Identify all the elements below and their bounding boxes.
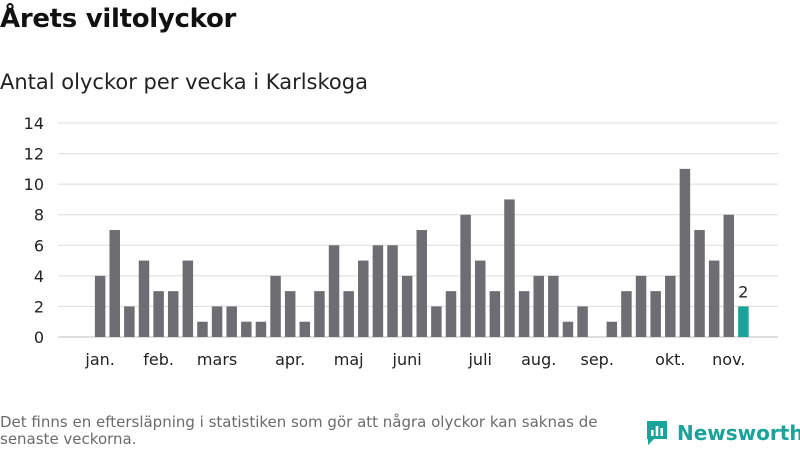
y-tick-label: 8 <box>34 206 44 225</box>
bar <box>694 230 705 337</box>
bar <box>489 291 501 337</box>
bar <box>167 291 179 337</box>
bar <box>124 306 135 337</box>
bar <box>562 321 574 337</box>
bar <box>621 291 632 337</box>
newsworthy-logo-icon <box>647 421 667 445</box>
bar <box>431 306 442 337</box>
bar <box>299 321 311 337</box>
bar <box>182 260 194 337</box>
bar <box>94 275 106 337</box>
bar <box>314 291 325 337</box>
bar <box>138 260 150 337</box>
x-tick-label: nov. <box>712 350 745 369</box>
x-tick-label: mars <box>197 350 237 369</box>
x-tick-label: aug. <box>521 350 556 369</box>
bar <box>416 230 428 337</box>
bar <box>518 291 530 337</box>
bar <box>387 245 398 337</box>
bar <box>241 321 252 337</box>
bar <box>606 321 618 337</box>
bar <box>328 245 340 337</box>
bar <box>343 291 354 337</box>
bar <box>679 168 691 337</box>
y-tick-label: 14 <box>24 114 44 133</box>
bar <box>284 291 296 337</box>
bar <box>255 321 267 337</box>
x-tick-label: okt. <box>655 350 685 369</box>
bar <box>723 214 735 337</box>
chart-title: Årets viltolyckor <box>0 4 237 34</box>
bar <box>372 245 384 337</box>
bar-highlight <box>738 306 749 337</box>
brand-name: Newsworthy <box>677 421 800 445</box>
bar <box>445 291 457 337</box>
bar <box>665 275 676 337</box>
x-tick-label: apr. <box>275 350 305 369</box>
bar <box>153 291 164 337</box>
bar <box>401 275 413 337</box>
bar-chart: 0 2 4 6 8 10 12 14 2 jan. feb. mars apr. maj juni juli a… <box>24 114 778 369</box>
y-tick-label: 2 <box>34 297 44 316</box>
footnote: Det finns en eftersläpning i statistiken… <box>0 413 598 448</box>
bar <box>211 306 223 337</box>
bar <box>533 275 544 337</box>
x-tick-label: maj <box>334 350 364 369</box>
brand-logo: Newsworthy <box>645 419 800 447</box>
y-tick-label: 0 <box>34 328 44 347</box>
bar <box>577 306 588 337</box>
y-tick-label: 4 <box>34 267 44 286</box>
bar <box>708 260 720 337</box>
bar <box>460 214 471 337</box>
y-tick-label: 12 <box>24 145 44 164</box>
bar <box>474 260 486 337</box>
x-tick-label: jan. <box>84 350 114 369</box>
y-tick-label: 10 <box>24 175 44 194</box>
x-tick-label: feb. <box>143 350 174 369</box>
bar <box>358 260 369 337</box>
chart-subtitle: Antal olyckor per vecka i Karlskoga <box>0 70 368 94</box>
y-tick-label: 6 <box>34 236 44 255</box>
bar <box>504 199 515 337</box>
bar <box>548 275 559 337</box>
bar <box>226 306 237 337</box>
x-tick-label: sep. <box>580 350 613 369</box>
bar <box>650 291 661 337</box>
bar <box>635 275 647 337</box>
bar <box>270 275 281 337</box>
x-tick-label: juli <box>467 350 491 369</box>
bar <box>197 321 208 337</box>
bar <box>109 230 120 337</box>
x-tick-label: juni <box>392 350 422 369</box>
data-label: 2 <box>738 282 748 301</box>
